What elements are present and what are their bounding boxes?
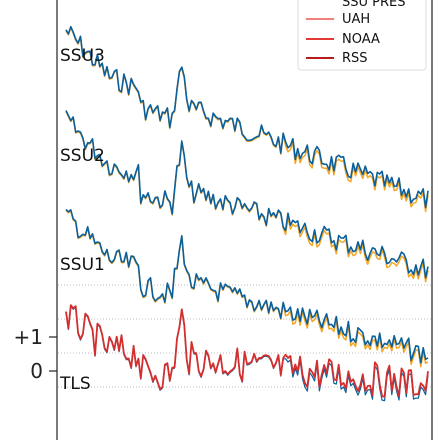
- series-line-tls-blue: [65, 305, 429, 402]
- panel-label-ssu1: SSU1: [60, 255, 105, 275]
- panel-label-ssu2: SSU2: [60, 146, 105, 166]
- legend-label-noaa: NOAA: [342, 32, 380, 47]
- series-line-ssu1-blue: [65, 208, 429, 364]
- legend: SSU PRES UAH NOAA RSS: [297, 0, 427, 71]
- legend-label-uah: UAH: [342, 12, 370, 27]
- y-tick-label: 0: [30, 359, 43, 383]
- panel-label-ssu3: SSU3: [60, 46, 105, 66]
- series-line-ssu3-blue: [65, 25, 429, 209]
- legend-box: [297, 0, 427, 71]
- panel-label-tls: TLS: [59, 374, 91, 394]
- series-group: [65, 25, 429, 402]
- legend-label-ssu-pres: SSU PRES: [342, 0, 406, 10]
- y-tick-label: +1: [14, 325, 43, 349]
- legend-label-rss: RSS: [342, 51, 368, 66]
- series-line-ssu2-blue: [65, 110, 429, 279]
- series-line-tls-red: [65, 304, 429, 398]
